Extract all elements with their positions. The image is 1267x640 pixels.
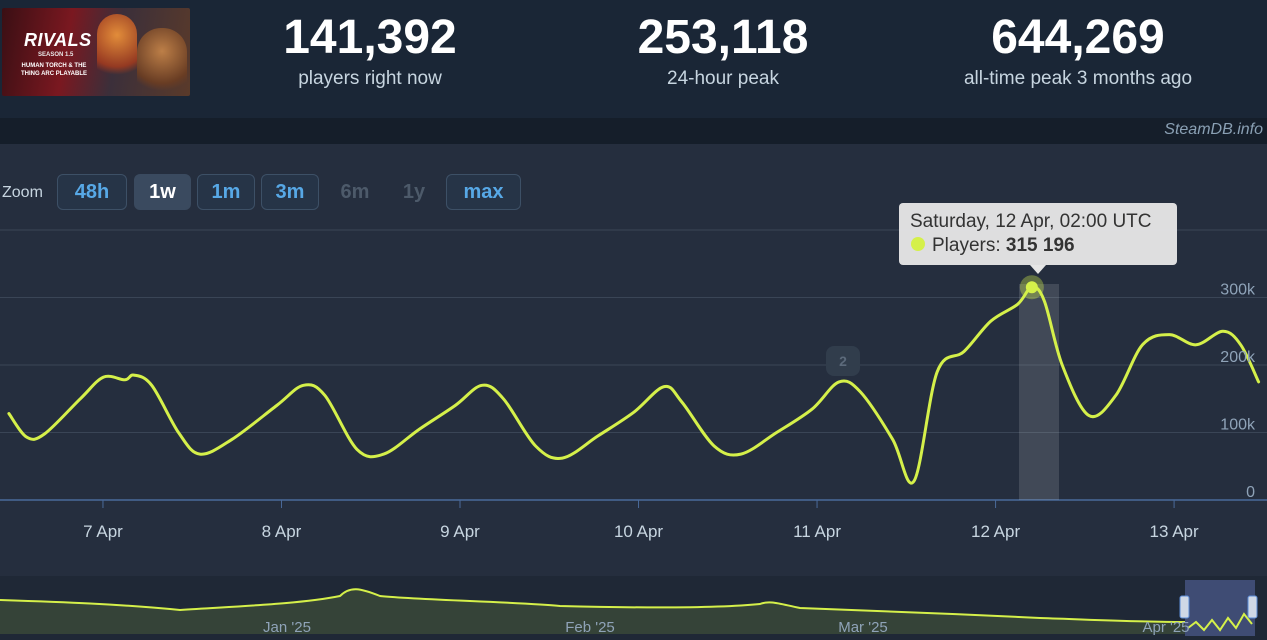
navigator-label: Jan '25 bbox=[263, 619, 311, 636]
player-count-chart[interactable]: 7 Apr 8 Apr 9 Apr 10 Apr 11 Apr 12 Apr 13 Apr … bbox=[0, 144, 1267, 640]
stat-all-time-peak: 644,269 all-time peak 3 months ago bbox=[928, 10, 1228, 92]
steamdb-credit[interactable]: SteamDB.info bbox=[1164, 121, 1263, 138]
zoom-max-button[interactable]: max bbox=[446, 174, 521, 210]
stat-value: 644,269 bbox=[991, 11, 1165, 64]
hover-band bbox=[1019, 284, 1059, 500]
annotation-flag[interactable]: 2 bbox=[826, 346, 860, 376]
navigator-area bbox=[0, 589, 1185, 634]
y-tick-label: 100k bbox=[1220, 417, 1256, 434]
tooltip-title: Saturday, 12 Apr, 02:00 UTC bbox=[910, 211, 1152, 232]
banner-arc: HUMAN TORCH & THE THING ARC PLAYABLE bbox=[20, 63, 87, 77]
stat-value: 141,392 bbox=[283, 11, 457, 64]
x-tick-label: 8 Apr bbox=[262, 522, 302, 541]
hero-art-thing bbox=[137, 28, 187, 94]
navigator-selection-line bbox=[1187, 612, 1253, 632]
navigator-line bbox=[0, 588, 1186, 623]
x-tick-label: 12 Apr bbox=[971, 522, 1020, 541]
annotation-flag-label: 2 bbox=[839, 353, 847, 369]
zoom-3m-button[interactable]: 3m bbox=[261, 174, 319, 210]
x-tick-label: 9 Apr bbox=[440, 522, 480, 541]
navigator[interactable]: Jan '25 Feb '25 Mar '25 Apr '25 bbox=[0, 576, 1267, 640]
banner-season: SEASON 1.5 bbox=[38, 52, 74, 58]
tooltip-value: 315 196 bbox=[1006, 235, 1075, 256]
stat-label: players right now bbox=[298, 68, 442, 89]
stat-24h-peak: 253,118 24-hour peak bbox=[593, 10, 853, 92]
stats-header: RIVALS SEASON 1.5 HUMAN TORCH & THE THIN… bbox=[0, 0, 1267, 118]
x-tick-label: 11 Apr bbox=[793, 522, 841, 541]
hero-art-torch bbox=[97, 14, 137, 84]
svg-text:Players: 315 196: Players: 315 196 bbox=[932, 235, 1075, 256]
zoom-48h-button[interactable]: 48h bbox=[57, 174, 127, 210]
credit-bar: SteamDB.info bbox=[0, 118, 1267, 144]
tooltip-series-label: Players: bbox=[932, 235, 1001, 256]
zoom-1m-button[interactable]: 1m bbox=[197, 174, 255, 210]
navigator-label: Feb '25 bbox=[565, 619, 615, 636]
navigator-left-handle[interactable] bbox=[1179, 595, 1190, 619]
navigator-right-handle[interactable] bbox=[1247, 595, 1258, 619]
navigator-selection[interactable] bbox=[1185, 580, 1255, 636]
game-logo: RIVALS bbox=[24, 30, 92, 50]
y-tick-label: 200k bbox=[1220, 349, 1256, 366]
zoom-label: Zoom bbox=[2, 184, 43, 201]
x-tick-label: 7 Apr bbox=[83, 522, 123, 541]
y-tick-label: 300k bbox=[1220, 282, 1256, 299]
stat-value: 253,118 bbox=[637, 11, 809, 64]
navigator-label: Mar '25 bbox=[838, 619, 888, 636]
x-tick-label: 13 Apr bbox=[1150, 522, 1199, 541]
navigator-label: Apr '25 bbox=[1142, 619, 1189, 636]
highlight-point[interactable] bbox=[1025, 281, 1038, 294]
zoom-6m-button: 6m bbox=[340, 180, 370, 203]
tooltip-series-dot bbox=[911, 237, 925, 251]
zoom-1w-button[interactable]: 1w bbox=[134, 174, 191, 210]
stat-label: 24-hour peak bbox=[667, 68, 779, 89]
stat-label: all-time peak 3 months ago bbox=[963, 68, 1193, 89]
x-tick-label: 10 Apr bbox=[614, 522, 663, 541]
players-series-line bbox=[7, 285, 1261, 485]
game-banner[interactable]: RIVALS SEASON 1.5 HUMAN TORCH & THE THIN… bbox=[2, 8, 190, 96]
stat-current-players: 141,392 players right now bbox=[240, 10, 500, 92]
tooltip: Saturday, 12 Apr, 02:00 UTC Players: 315… bbox=[899, 203, 1177, 274]
y-tick-label: 0 bbox=[1246, 484, 1255, 501]
zoom-1y-button: 1y bbox=[402, 180, 426, 203]
